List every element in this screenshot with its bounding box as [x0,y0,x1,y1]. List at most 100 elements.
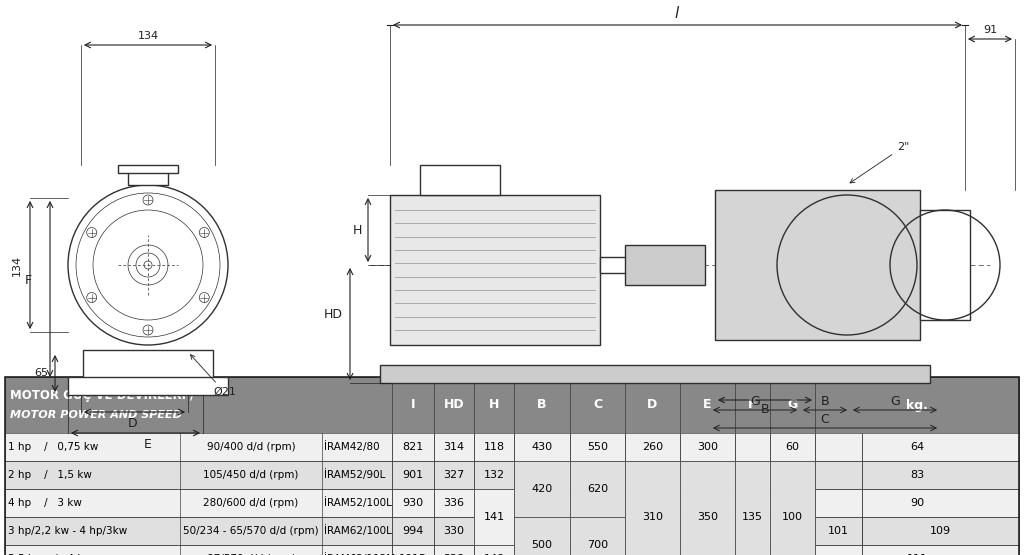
Bar [625,377,680,433]
Text: 50/234 - 65/570 d/d (rpm): 50/234 - 65/570 d/d (rpm) [183,526,318,536]
Bar [770,433,815,461]
Text: G: G [890,395,900,408]
Text: 420: 420 [531,484,553,494]
Text: kg.: kg. [906,398,928,411]
Bar [680,489,735,517]
Bar [862,489,1019,517]
Text: 91: 91 [983,25,997,35]
Text: 327: 327 [443,470,465,480]
Bar [474,433,514,461]
Bar [735,517,770,545]
Bar [625,433,680,461]
Bar [434,489,474,517]
Bar [735,545,770,555]
Text: G: G [751,395,760,408]
Text: H: H [488,398,499,411]
Bar [815,545,862,555]
Bar [118,165,178,173]
Text: 4 hp    /   3 kw: 4 hp / 3 kw [8,498,82,508]
Text: 620: 620 [587,484,608,494]
Text: Ø21: Ø21 [190,355,236,397]
Text: 700: 700 [587,540,608,550]
Bar [770,377,815,433]
Bar [570,461,625,517]
Text: 2": 2" [850,142,909,183]
Bar [680,545,735,555]
Bar [434,517,474,545]
Text: 3 hp/2,2 kw - 4 hp/3kw: 3 hp/2,2 kw - 4 hp/3kw [8,526,127,536]
Bar [625,517,680,545]
Bar [514,433,570,461]
Text: 300: 300 [697,442,718,452]
Text: İRAM62/100L: İRAM62/100L [324,526,392,537]
Text: 280/600 d/d (rpm): 280/600 d/d (rpm) [204,498,299,508]
Bar [380,365,930,383]
Text: 5,5 hp    /   4 kw: 5,5 hp / 4 kw [8,554,92,555]
Text: E: E [144,438,152,451]
Bar [680,461,735,555]
Bar [514,517,570,545]
Text: 135: 135 [742,512,763,522]
Text: 64: 64 [910,442,924,452]
Bar [680,433,735,461]
Bar [735,377,770,433]
Bar [815,517,862,545]
Bar [5,377,1019,433]
Bar [600,257,630,273]
Bar [392,517,434,545]
Text: HD: HD [443,398,464,411]
Bar [0,0,1024,377]
Bar [735,489,770,517]
Text: 111: 111 [906,554,928,555]
Bar [680,377,735,433]
Bar [770,461,815,489]
Bar [392,461,434,489]
Bar [392,433,434,461]
Bar [735,433,770,461]
Bar [434,461,474,489]
Text: B: B [761,403,769,416]
Bar [128,167,168,185]
Bar [5,377,1019,555]
Bar [920,210,970,320]
Bar [0,0,1024,375]
Text: 994: 994 [402,526,424,536]
Bar [770,489,815,517]
Bar [625,545,680,555]
Text: 60: 60 [785,442,800,452]
Text: B: B [538,398,547,411]
Text: İRAM52/100L: İRAM52/100L [324,497,392,508]
Bar [570,433,625,461]
Text: F: F [749,398,757,411]
Text: 314: 314 [443,442,465,452]
Text: 83: 83 [910,470,924,480]
Bar [815,377,1019,433]
Bar [862,461,1019,489]
Bar [434,433,474,461]
Text: l: l [675,6,679,21]
Text: HD: HD [324,309,343,321]
Bar [0,0,1024,375]
Bar [5,461,392,489]
Text: 90: 90 [910,498,924,508]
Bar [474,489,514,517]
Text: 141: 141 [483,512,505,522]
Text: 310: 310 [642,512,663,522]
Bar [862,545,1019,555]
Bar [390,195,600,345]
Text: 430: 430 [531,442,553,452]
Bar [474,377,514,433]
Text: 330: 330 [443,526,465,536]
Bar [770,461,815,555]
Bar [715,190,920,340]
Bar [514,461,570,517]
Bar [514,489,570,517]
Text: I: I [411,398,416,411]
Bar [474,545,514,555]
Bar [474,461,514,489]
Bar [392,545,434,555]
Bar [862,517,1019,545]
Bar [570,545,625,555]
Bar [862,433,1019,461]
Bar [83,350,213,380]
